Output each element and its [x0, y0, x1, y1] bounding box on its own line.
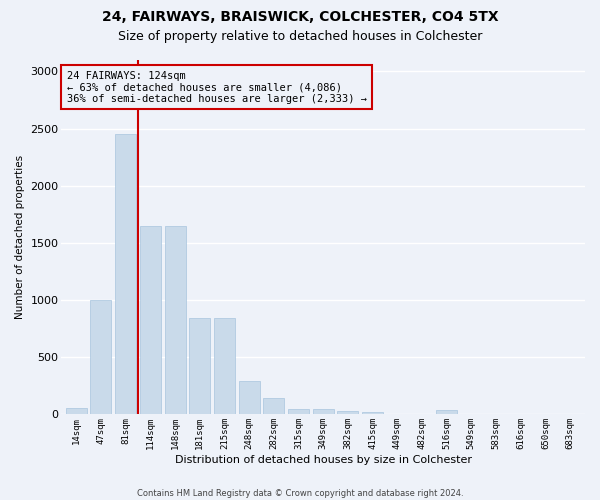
Bar [288, 408, 309, 414]
Bar [66, 408, 87, 414]
Text: Size of property relative to detached houses in Colchester: Size of property relative to detached ho… [118, 30, 482, 43]
X-axis label: Distribution of detached houses by size in Colchester: Distribution of detached houses by size … [175, 455, 472, 465]
Bar [189, 318, 210, 414]
Bar [164, 226, 185, 414]
Y-axis label: Number of detached properties: Number of detached properties [15, 155, 25, 320]
Text: 24, FAIRWAYS, BRAISWICK, COLCHESTER, CO4 5TX: 24, FAIRWAYS, BRAISWICK, COLCHESTER, CO4… [101, 10, 499, 24]
Bar [115, 134, 136, 414]
Text: 24 FAIRWAYS: 124sqm
← 63% of detached houses are smaller (4,086)
36% of semi-det: 24 FAIRWAYS: 124sqm ← 63% of detached ho… [67, 70, 367, 104]
Bar [214, 318, 235, 414]
Text: Contains HM Land Registry data © Crown copyright and database right 2024.: Contains HM Land Registry data © Crown c… [137, 488, 463, 498]
Bar [362, 412, 383, 414]
Bar [140, 226, 161, 414]
Bar [263, 398, 284, 414]
Bar [91, 300, 112, 414]
Bar [239, 382, 260, 414]
Bar [436, 410, 457, 414]
Bar [313, 408, 334, 414]
Bar [337, 411, 358, 414]
